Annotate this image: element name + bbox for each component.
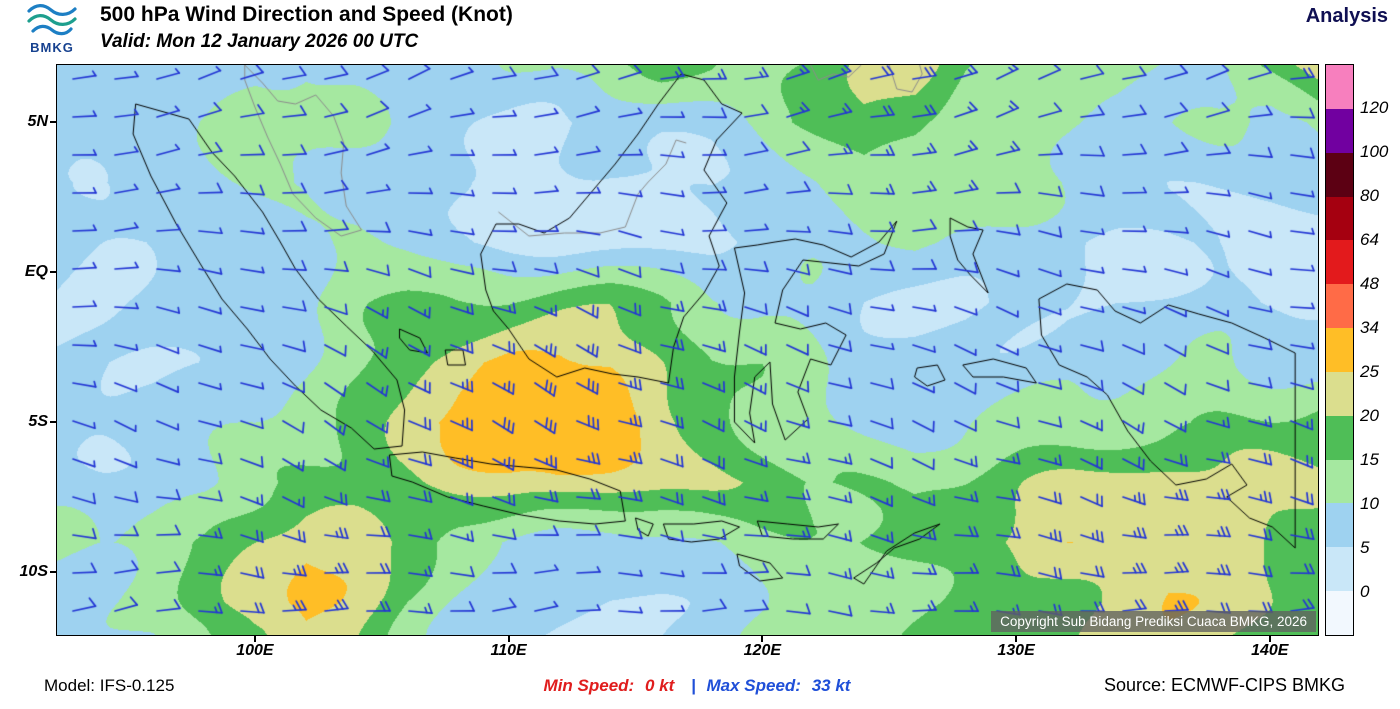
lon-tick [1015, 636, 1018, 642]
legend-value: 20 [1360, 406, 1379, 425]
source-label: Source: ECMWF-CIPS BMKG [1103, 675, 1345, 695]
colorbar-segment [1326, 65, 1353, 109]
colorbar-segment [1326, 371, 1353, 416]
colorbar-segment [1326, 284, 1353, 329]
lat-label-5S: 5S [28, 413, 48, 430]
colorbar-segment [1326, 503, 1353, 548]
legend-value: 34 [1360, 318, 1379, 337]
bmkg-logo-waves [27, 4, 77, 36]
lat-label-10S: 10S [19, 563, 48, 580]
lat-label-5N: 5N [27, 113, 48, 130]
colorbar-segment [1326, 328, 1353, 372]
legend-value: 64 [1360, 230, 1379, 249]
lon-tick [1268, 636, 1271, 642]
lon-label-110E: 110E [490, 642, 527, 659]
max-speed-value: 33 kt [811, 676, 851, 695]
speed-summary: Min Speed: 0 kt | Max Speed: 33 kt [0, 676, 1400, 696]
colorbar-segment [1326, 196, 1353, 241]
speed-colorbar [1325, 64, 1354, 636]
lat-tick [50, 121, 56, 123]
lat-tick [50, 271, 56, 273]
colorbar-segment [1326, 591, 1353, 635]
lon-tick [507, 636, 510, 642]
legend-value: 5 [1360, 538, 1370, 557]
lat-tick [50, 421, 56, 423]
colorbar-segment [1326, 547, 1353, 592]
lon-tick [761, 636, 764, 642]
legend-value: 48 [1360, 274, 1379, 293]
lat-tick [50, 571, 56, 573]
lon-label-130E: 130E [997, 642, 1035, 659]
legend-value: 25 [1360, 362, 1379, 381]
legend-value: 80 [1360, 186, 1379, 205]
min-speed-label: Min Speed: [543, 676, 635, 695]
legend-value: 0 [1360, 582, 1370, 601]
min-speed-value: 0 kt [644, 676, 675, 695]
lat-label-EQ: EQ [24, 263, 48, 280]
analysis-label: Analysis [1305, 5, 1388, 27]
legend-value: 120 [1360, 98, 1389, 117]
colorbar-segment [1326, 152, 1353, 197]
wind-field-canvas [57, 65, 1318, 635]
copyright-overlay: Copyright Sub Bidang Prediksi Cuaca BMKG… [991, 611, 1316, 632]
lon-label-140E: 140E [1251, 642, 1289, 659]
colorbar-segment [1326, 459, 1353, 504]
lon-label-100E: 100E [236, 642, 274, 659]
wind-map: Copyright Sub Bidang Prediksi Cuaca BMKG… [56, 64, 1319, 636]
bmkg-logo: BMKG [8, 2, 96, 62]
legend-value: 15 [1360, 450, 1379, 469]
lon-label-120E: 120E [743, 642, 782, 659]
model-label: Model: IFS-0.125 [44, 676, 175, 695]
valid-time: Valid: Mon 12 January 2026 00 UTC [100, 31, 419, 52]
bmkg-logo-text: BMKG [30, 40, 74, 55]
max-speed-label: Max Speed: [706, 676, 801, 695]
legend-value: 10 [1360, 494, 1379, 513]
page-title: 500 hPa Wind Direction and Speed (Knot) [100, 3, 513, 26]
speed-separator: | [690, 676, 696, 695]
colorbar-segment [1326, 415, 1353, 460]
legend-value: 100 [1360, 142, 1389, 161]
lon-tick [253, 636, 256, 642]
colorbar-segment [1326, 240, 1353, 285]
colorbar-segment [1326, 108, 1353, 153]
